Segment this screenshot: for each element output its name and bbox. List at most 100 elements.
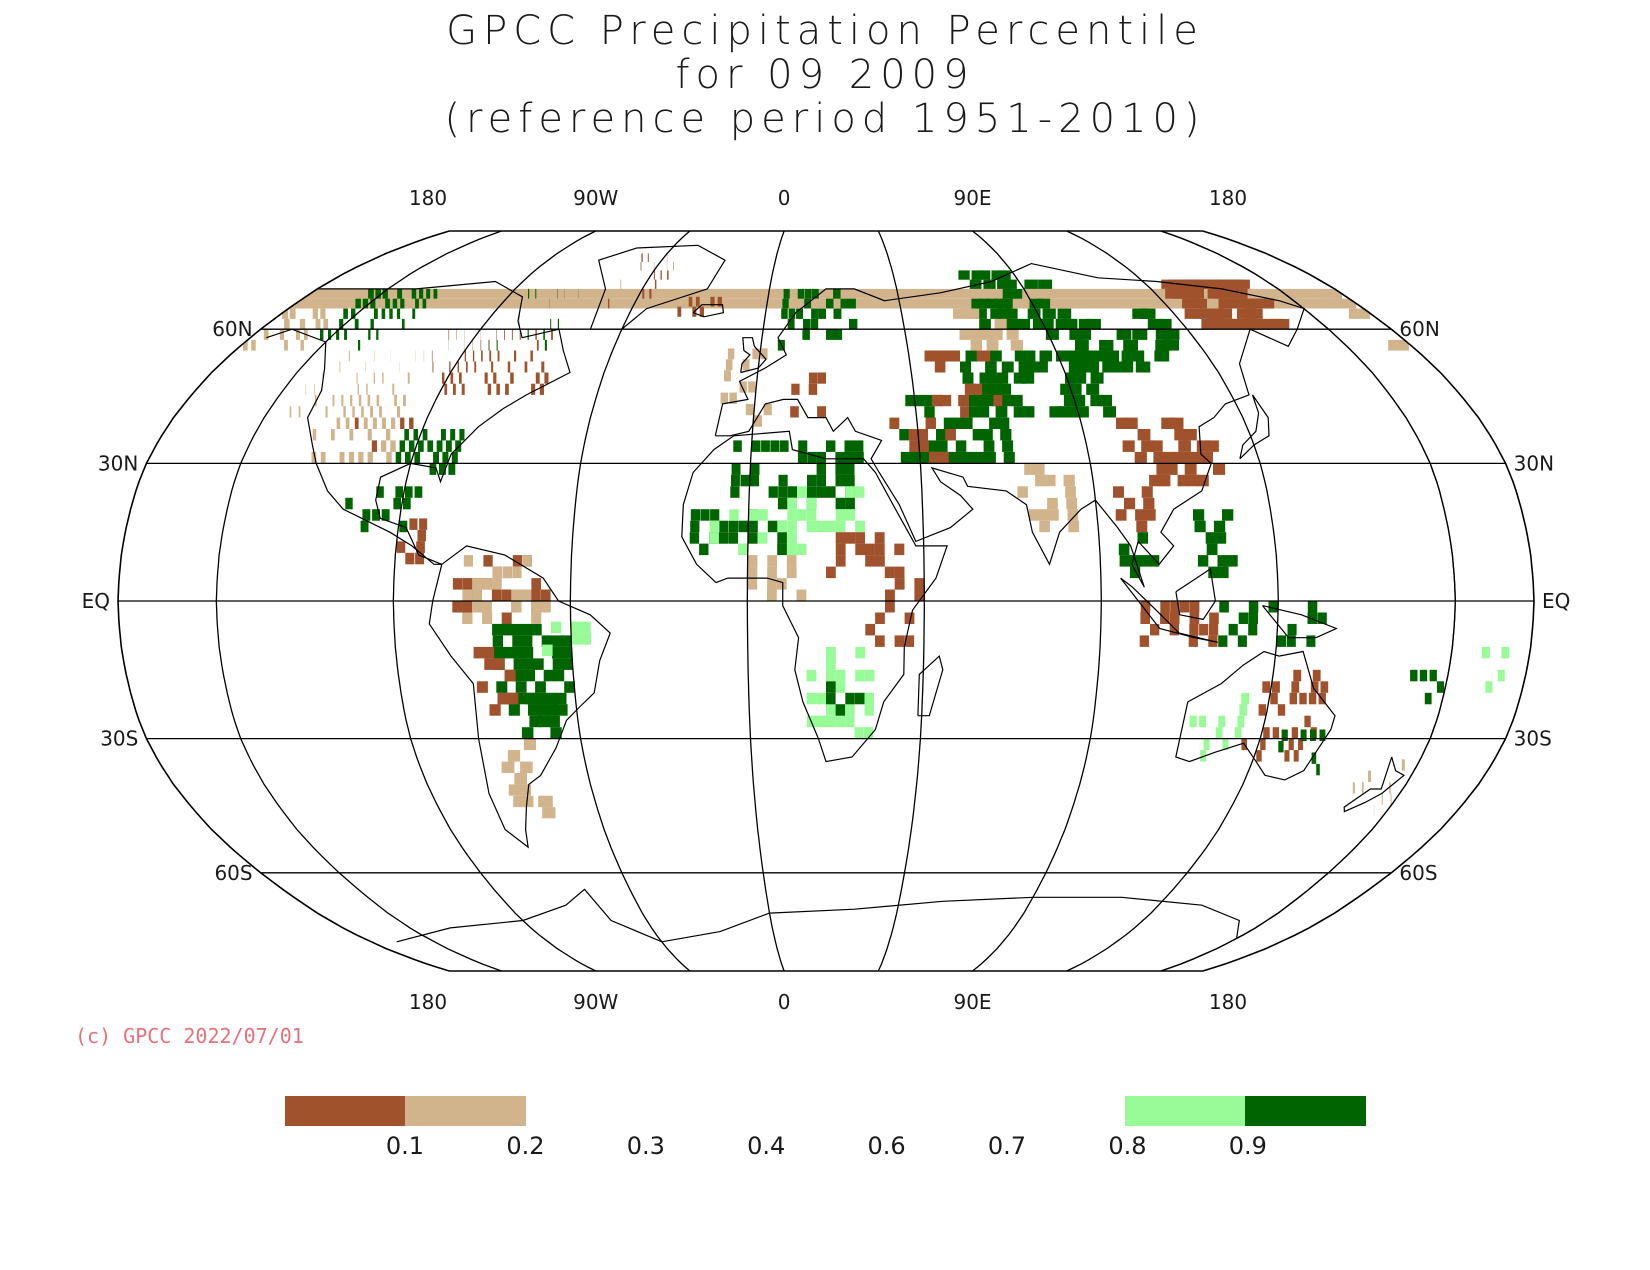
precip-cell [983, 440, 995, 452]
precip-cell [1077, 329, 1092, 340]
precip-cell [429, 463, 437, 475]
precip-cell [433, 451, 439, 464]
longitude-line--135 [215, 230, 502, 972]
precip-cell [750, 463, 760, 475]
precip-cell [553, 669, 565, 682]
precip-cell [482, 612, 493, 624]
precip-cell [1119, 361, 1134, 373]
precip-cell [1002, 440, 1014, 452]
precip-cell [282, 308, 289, 319]
precip-cell [1075, 339, 1089, 351]
precip-cell [695, 296, 700, 307]
precip-cell [781, 308, 788, 319]
precip-cell [966, 451, 977, 464]
precip-cell [958, 270, 970, 280]
precip-cell [985, 298, 998, 309]
lon-label-bottom-90E: 90E [953, 990, 991, 1014]
precip-cell [1429, 669, 1437, 682]
precip-cell [512, 646, 524, 659]
precip-cell [806, 509, 817, 521]
precip-cell [979, 372, 991, 384]
precip-cell [986, 339, 999, 351]
precip-cell [1200, 750, 1207, 762]
precip-cell [731, 463, 741, 475]
precip-cell [528, 288, 530, 299]
precip-cell [990, 308, 1003, 319]
precip-cell [328, 329, 332, 340]
precip-cell [971, 270, 984, 280]
precip-cell [845, 692, 855, 705]
precip-cell [354, 318, 359, 330]
precip-cell [1289, 692, 1297, 705]
precip-cell [1090, 394, 1104, 407]
precip-cell [782, 298, 789, 309]
precip-cell [1174, 429, 1188, 441]
precip-cell [1244, 308, 1263, 319]
precip-cell [455, 440, 462, 452]
precip-cell [1288, 738, 1294, 751]
precip-cell [1196, 474, 1209, 487]
precip-cell [482, 578, 492, 590]
precip-cell [786, 555, 797, 567]
precip-cell [512, 555, 523, 567]
precip-cell [747, 578, 758, 590]
precip-cell [523, 658, 534, 670]
precip-cell [367, 394, 371, 407]
precip-cell [552, 658, 564, 670]
precip-cell [981, 429, 993, 441]
precip-cell [1239, 704, 1247, 716]
precip-cell [1238, 612, 1249, 624]
precip-cell [874, 532, 885, 544]
precip-cell [314, 394, 317, 407]
precip-cell [409, 518, 418, 530]
precip-cell [381, 417, 386, 429]
precip-cell [660, 270, 662, 280]
precip-cell [1055, 350, 1069, 362]
precip-cell [1105, 350, 1120, 362]
precip-cell [608, 298, 610, 309]
precip-cell [393, 497, 401, 510]
precip-cell [1022, 406, 1035, 418]
precip-cell [1199, 715, 1207, 728]
precip-cell [758, 509, 768, 521]
precip-cell [720, 392, 728, 404]
precip-cell [488, 339, 490, 351]
precip-cell [1310, 681, 1319, 693]
precip-cell [524, 669, 536, 682]
precip-cell [1033, 463, 1045, 475]
precip-cell [811, 288, 819, 299]
precip-cell [1307, 612, 1317, 624]
precip-cell [1209, 623, 1219, 636]
precip-cell [445, 440, 452, 452]
precip-cell [564, 681, 575, 693]
precip-cell [1010, 339, 1023, 351]
precip-cell [1172, 451, 1185, 464]
precip-cell [441, 429, 446, 441]
precip-cell [1077, 361, 1091, 373]
precip-cell [550, 318, 552, 330]
precip-cell [988, 372, 1000, 384]
precip-cell [804, 288, 812, 299]
precip-cell [924, 406, 935, 418]
legend-tick-label: 0.7 [988, 1132, 1026, 1160]
precip-cell [934, 361, 946, 373]
precip-cell [521, 727, 534, 739]
precip-cell [370, 406, 373, 418]
longitude-line--45 [569, 230, 691, 972]
precip-cell [320, 451, 326, 464]
precip-cell [551, 635, 562, 647]
precip-cell [1304, 715, 1311, 728]
coastline [1262, 605, 1338, 639]
precip-cell [959, 329, 971, 340]
precip-cell [462, 601, 473, 613]
precip-cell [1155, 339, 1171, 351]
precip-cell [767, 520, 778, 533]
precip-cell [520, 761, 533, 773]
precip-cell [993, 394, 1005, 407]
precip-cell [932, 350, 944, 362]
precip-cell [502, 623, 513, 636]
precip-cell [382, 372, 384, 384]
precip-cell [411, 288, 417, 299]
precip-cell [807, 474, 817, 487]
precip-cell [325, 406, 328, 418]
